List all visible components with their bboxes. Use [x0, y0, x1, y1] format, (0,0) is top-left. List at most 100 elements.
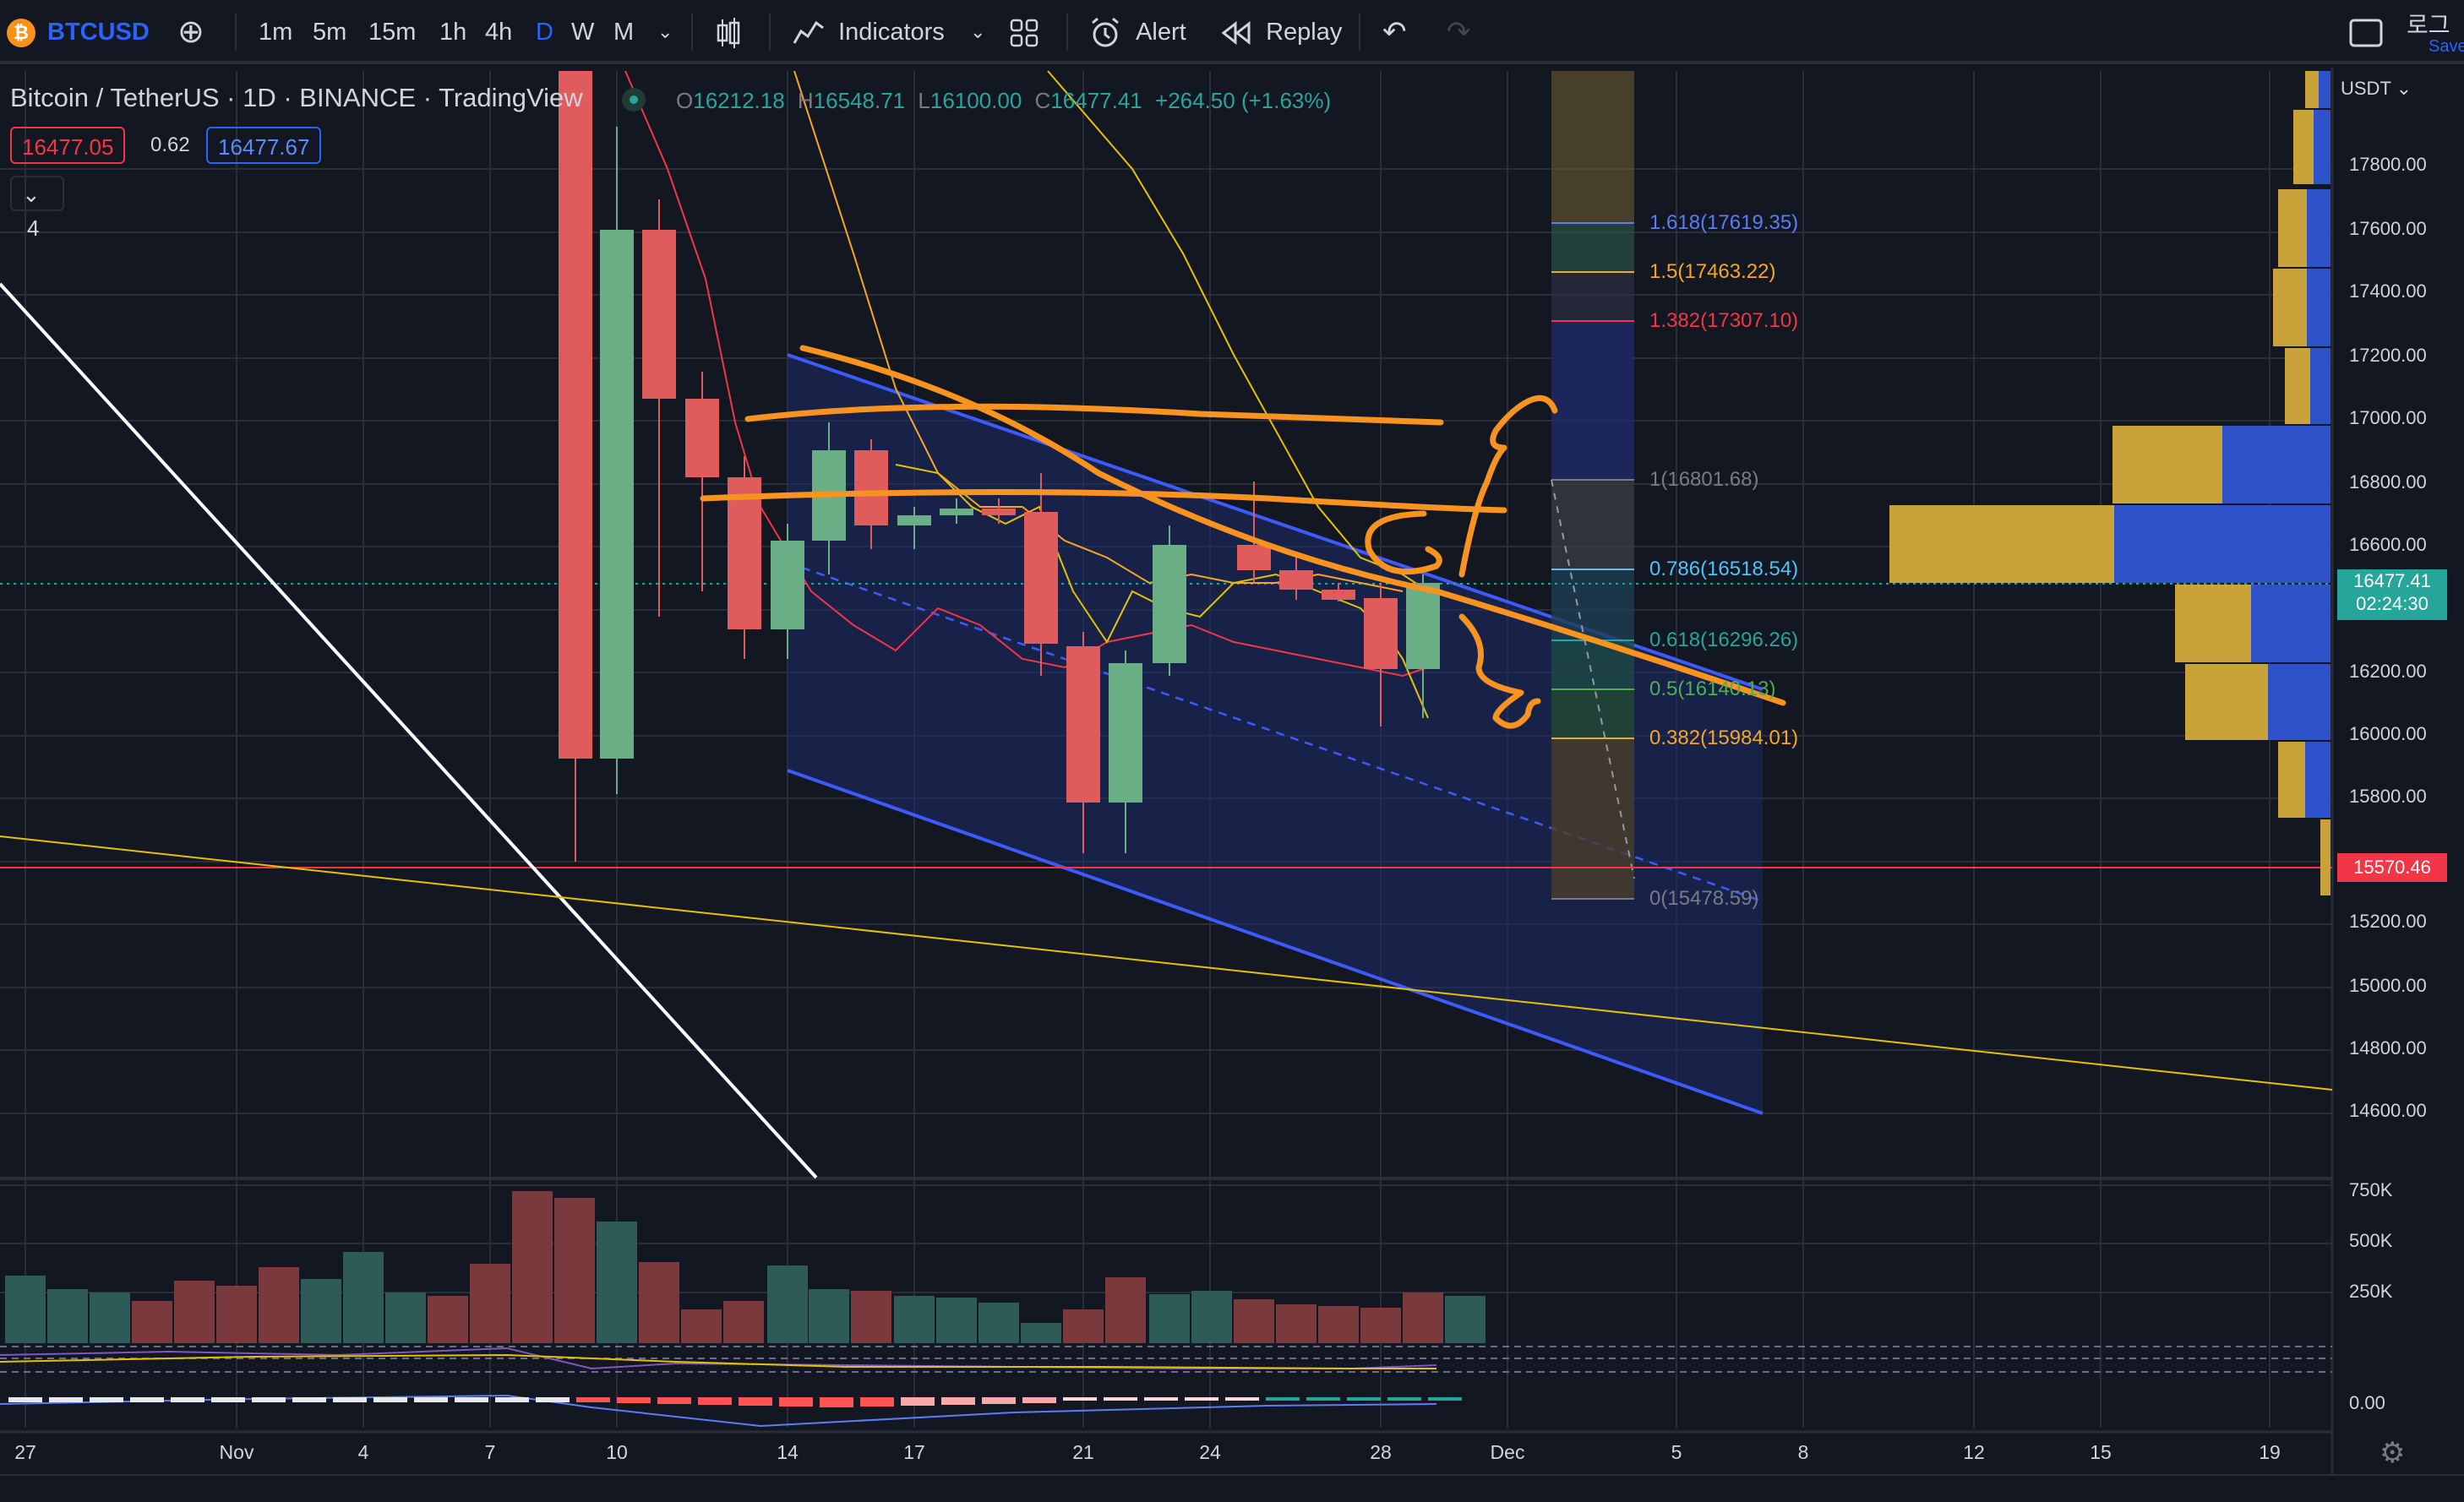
- candle-body[interactable]: [1153, 545, 1186, 663]
- chart-title[interactable]: Bitcoin / TetherUS · 1D · BINANCE · Trad…: [10, 83, 583, 112]
- save-text[interactable]: Save: [2429, 37, 2464, 56]
- candle-body[interactable]: [854, 450, 888, 525]
- volume-bar: [1445, 1296, 1485, 1343]
- volume-bar: [1105, 1277, 1146, 1343]
- indicators-button[interactable]: Indicators: [793, 0, 945, 64]
- fib-label-0: 0(15478.59): [1649, 887, 1759, 910]
- symbol-search[interactable]: BTCUSD: [47, 19, 150, 46]
- volume-bar: [894, 1296, 935, 1343]
- volume-series: [5, 1191, 1485, 1343]
- replay-button[interactable]: Replay: [1221, 0, 1342, 64]
- volume-bar: [132, 1301, 172, 1343]
- market-status-icon[interactable]: [622, 88, 646, 112]
- candle-body[interactable]: [559, 71, 592, 759]
- channel-mid-line[interactable]: [787, 561, 1764, 903]
- yellow-trend-line[interactable]: [0, 835, 2333, 1091]
- alert-button[interactable]: Alert: [1088, 0, 1186, 64]
- price-tick: 14600.00: [2349, 1100, 2427, 1121]
- currency-selector[interactable]: USDT ⌄: [2341, 78, 2412, 99]
- indicators-collapse-button[interactable]: ⌄ 4: [10, 176, 64, 241]
- volume-bar: [1276, 1304, 1316, 1343]
- change-value: +264.50 (+1.63%): [1155, 88, 1332, 113]
- interval-m[interactable]: M: [613, 19, 635, 46]
- time-tick: 14: [777, 1441, 799, 1463]
- candle-body[interactable]: [1406, 583, 1440, 669]
- buy-price-button[interactable]: 16477.67: [206, 127, 322, 164]
- time-tick: 19: [2259, 1441, 2281, 1463]
- candle-body[interactable]: [897, 515, 931, 525]
- candle-body[interactable]: [728, 477, 761, 629]
- white-trend-line[interactable]: [0, 282, 818, 1179]
- candle-body[interactable]: [1279, 570, 1313, 590]
- price-tick: 17800.00: [2349, 154, 2427, 175]
- candle-body[interactable]: [642, 230, 676, 399]
- volume-bar: [5, 1276, 46, 1343]
- candles-icon[interactable]: [715, 0, 742, 64]
- macd-bar: [901, 1397, 935, 1406]
- volume-bar: [470, 1264, 510, 1343]
- grid-icon[interactable]: [1009, 0, 1039, 64]
- freehand-drawings[interactable]: [700, 345, 1786, 729]
- fullscreen-icon[interactable]: [2349, 0, 2383, 64]
- time-tick: 5: [1671, 1441, 1682, 1463]
- volume-tick-750k: 750K: [2349, 1179, 2393, 1200]
- drawn-down-arrow: [1458, 613, 1541, 729]
- candle-body[interactable]: [600, 230, 634, 759]
- volume-bar: [90, 1292, 130, 1343]
- chevron-down-icon[interactable]: ⌄: [657, 21, 673, 42]
- interval-w[interactable]: W: [571, 19, 595, 46]
- interval-15m[interactable]: 15m: [368, 19, 417, 46]
- settings-gear-icon[interactable]: ⚙: [2380, 1437, 2406, 1469]
- redo-icon[interactable]: ↷: [1447, 16, 1471, 48]
- macd-bar: [739, 1397, 772, 1406]
- price-chart[interactable]: [0, 64, 2464, 1474]
- price-tick: 16200.00: [2349, 661, 2427, 682]
- macd-bar: [414, 1397, 448, 1402]
- candle-body[interactable]: [685, 399, 719, 477]
- time-tick: 8: [1797, 1441, 1809, 1463]
- volume-bar: [174, 1281, 215, 1343]
- undo-icon[interactable]: ↶: [1382, 16, 1407, 48]
- macd-bar: [657, 1397, 691, 1404]
- time-tick: 27: [14, 1441, 36, 1463]
- rewind-icon: [1221, 21, 1251, 46]
- candle-body[interactable]: [1024, 512, 1058, 644]
- volume-bar: [1234, 1299, 1274, 1343]
- fib-label-0786: 0.786(16518.54): [1649, 558, 1799, 580]
- volume-profile[interactable]: [1884, 64, 2332, 917]
- ma-red: [624, 70, 1429, 678]
- macd-bar: [1347, 1397, 1381, 1401]
- price-tick: 15800.00: [2349, 786, 2427, 807]
- candle-body[interactable]: [1364, 598, 1398, 669]
- low-label: L: [918, 88, 930, 113]
- candle-body[interactable]: [982, 509, 1016, 515]
- candle-body[interactable]: [1109, 663, 1142, 803]
- candle-body[interactable]: [940, 509, 973, 515]
- macd-bar: [1104, 1397, 1137, 1401]
- interval-1m[interactable]: 1m: [259, 19, 293, 46]
- chevron-down-icon[interactable]: ⌄: [970, 21, 986, 42]
- channel-lower-line[interactable]: [787, 769, 1764, 1115]
- alert-price-tag[interactable]: 15570.46: [2337, 853, 2447, 882]
- interval-1h[interactable]: 1h: [439, 19, 467, 46]
- macd-bar: [252, 1397, 286, 1402]
- plus-circle-icon[interactable]: ⊕: [177, 14, 204, 50]
- candle-body[interactable]: [1066, 646, 1100, 803]
- fib-label-0382: 0.382(15984.01): [1649, 727, 1799, 749]
- interval-4h[interactable]: 4h: [485, 19, 513, 46]
- time-tick: 28: [1370, 1441, 1392, 1463]
- candle-body[interactable]: [1237, 545, 1271, 570]
- interval-d[interactable]: D: [536, 19, 553, 46]
- macd-bar: [171, 1397, 204, 1402]
- login-text[interactable]: 로그: [2407, 12, 2450, 38]
- sell-price-button[interactable]: 16477.05: [10, 127, 126, 164]
- candle-body[interactable]: [771, 541, 804, 629]
- candle-body[interactable]: [1322, 590, 1355, 600]
- candlestick-series[interactable]: [559, 71, 1440, 862]
- interval-5m[interactable]: 5m: [313, 19, 347, 46]
- fib-label-1618: 1.618(17619.35): [1649, 211, 1799, 234]
- open-value: 16212.18: [693, 88, 785, 113]
- fib-label-15: 1.5(17463.22): [1649, 260, 1776, 283]
- time-tick: 21: [1072, 1441, 1094, 1463]
- fib-extension[interactable]: [1551, 71, 1635, 900]
